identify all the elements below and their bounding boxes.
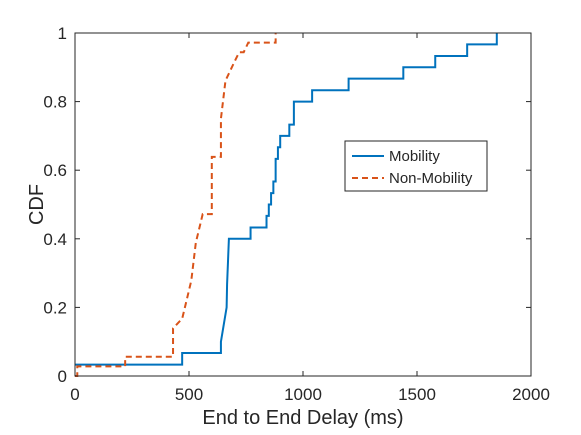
- plot-frame: [74, 32, 532, 377]
- x-tick-label: 500: [175, 385, 203, 404]
- series-line-mobility: [75, 33, 498, 366]
- y-tick-label: 0: [58, 367, 67, 386]
- x-tick-label: 1000: [284, 385, 322, 404]
- y-tick-label: 0.4: [43, 230, 67, 249]
- tick-labels: 0 500 1000 1500 2000 0 0.2 0.4 0.6 0.8 1: [43, 24, 550, 404]
- legend-box: [344, 140, 488, 192]
- x-tick-label: 1500: [398, 385, 436, 404]
- ticks-layer: [74, 32, 532, 377]
- y-tick-label: 0.8: [43, 93, 67, 112]
- x-axis-label: End to End Delay (ms): [202, 407, 403, 429]
- legend: Mobility Non-Mobility: [344, 140, 488, 192]
- legend-label-mobility: Mobility: [389, 148, 440, 165]
- legend-label-non-mobility: Non-Mobility: [389, 170, 473, 187]
- y-tick-label: 1: [58, 24, 67, 43]
- series-layer: [75, 33, 498, 377]
- x-tick-label: 0: [70, 385, 79, 404]
- y-tick-label: 0.2: [43, 298, 67, 317]
- y-tick-label: 0.6: [43, 161, 67, 180]
- series-line-non-mobility: [75, 33, 277, 377]
- y-axis-label: CDF: [26, 184, 48, 225]
- x-tick-label: 2000: [512, 385, 550, 404]
